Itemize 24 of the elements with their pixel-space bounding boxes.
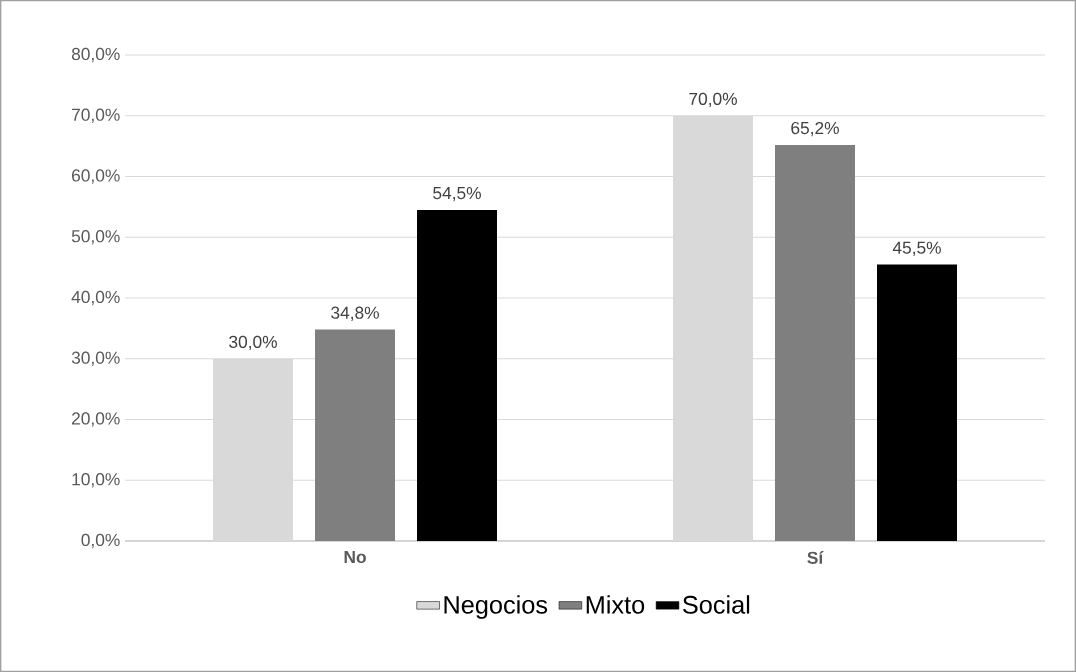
bar xyxy=(315,329,395,541)
y-tick-label: 40,0% xyxy=(71,290,120,306)
data-label: 70,0% xyxy=(689,92,737,108)
legend-label: Mixto xyxy=(586,595,645,614)
y-tick-label: 20,0% xyxy=(72,412,120,427)
y-tick-label: 0,0% xyxy=(81,533,120,549)
y-tick-label: 60,0% xyxy=(72,169,120,184)
y-tick-label: 30,0% xyxy=(71,351,120,366)
x-tick-label: No xyxy=(344,551,366,564)
data-label: 54,5% xyxy=(433,186,481,202)
data-label: 34,8% xyxy=(331,306,379,321)
data-label: 30,0% xyxy=(229,335,277,351)
legend-label: Negocios xyxy=(444,595,548,619)
legend-label: Social xyxy=(682,595,750,614)
y-tick-label: 80,0% xyxy=(71,47,120,63)
data-label: 65,2% xyxy=(791,121,839,137)
data-label: 45,5% xyxy=(892,241,941,256)
y-tick-label: 10,0% xyxy=(72,473,120,488)
x-tick-label: Sí xyxy=(807,551,824,564)
y-tick-label: 50,0% xyxy=(71,230,120,245)
y-tick-label: 70,0% xyxy=(72,108,120,123)
bar xyxy=(877,264,957,541)
bar xyxy=(417,209,497,541)
bar xyxy=(775,144,855,541)
